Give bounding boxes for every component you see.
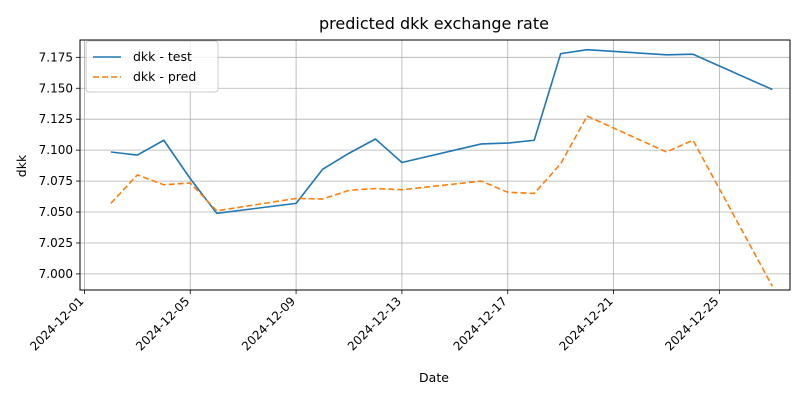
x-axis-label: Date [419,370,449,385]
series-group [110,48,774,287]
y-tick-label: 7.075 [39,174,73,188]
y-axis-label: dkk [14,154,29,177]
x-tick-label: 2024-12-05 [133,294,192,353]
y-tick-label: 7.175 [39,50,73,64]
legend: dkk - test dkk - pred [85,40,219,93]
y-tick-label: 7.025 [39,236,73,250]
x-tick-label: 2024-12-13 [345,294,404,353]
chart-title: predicted dkk exchange rate [319,14,549,33]
y-tick-label: 7.000 [39,267,73,281]
y-tick-label: 7.100 [39,143,73,157]
x-tick-label: 2024-12-01 [27,294,86,353]
series-line-test [110,48,773,215]
legend-label-test: dkk - test [133,49,192,64]
y-tick-label: 7.050 [39,205,73,219]
legend-box [85,40,219,93]
x-tick-label: 2024-12-17 [451,294,510,353]
y-tick-label: 7.125 [39,112,73,126]
x-tick-label: 2024-12-21 [557,294,616,353]
axis-ticks: 2024-12-01 2024-12-05 2024-12-09 2024-12-13… [27,50,721,353]
x-tick-label: 2024-12-09 [239,294,298,353]
y-tick-label: 7.150 [39,81,73,95]
series-line-pred [110,115,774,287]
legend-label-pred: dkk - pred [133,69,196,84]
plot-frame [79,39,791,291]
x-tick-label: 2024-12-25 [662,294,721,353]
